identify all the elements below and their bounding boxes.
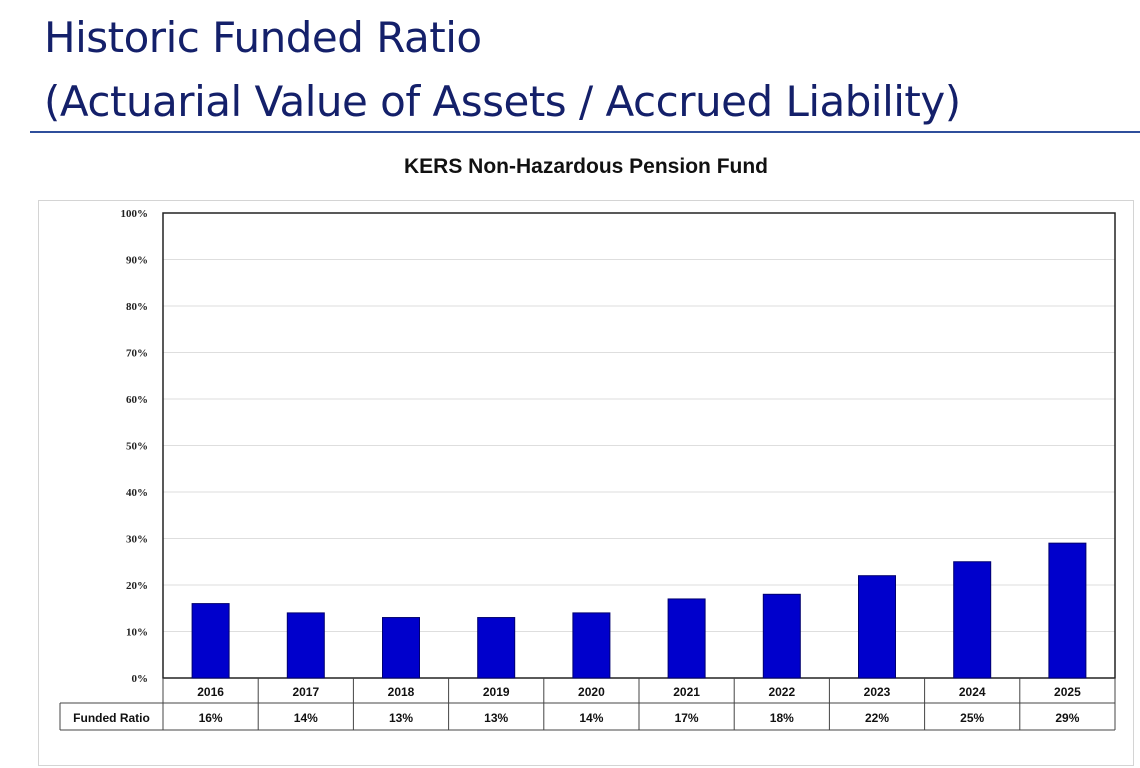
- data-label: 16%: [199, 711, 223, 725]
- data-label: 14%: [579, 711, 603, 725]
- x-tick-label: 2018: [388, 685, 415, 699]
- bar-2022: [762, 593, 801, 679]
- y-tick-label: 60%: [126, 394, 148, 406]
- y-tick-label: 70%: [126, 348, 148, 360]
- bar-2025: [1048, 542, 1087, 679]
- bar-2016: [191, 603, 230, 679]
- x-tick-label: 2016: [197, 685, 224, 699]
- data-label: 18%: [770, 711, 794, 725]
- x-tick-label: 2019: [483, 685, 510, 699]
- data-label: 13%: [389, 711, 413, 725]
- x-tick-label: 2024: [959, 685, 986, 699]
- bar-2019: [477, 617, 516, 679]
- data-label: 29%: [1055, 711, 1079, 725]
- bar-2018: [382, 617, 420, 679]
- data-label: 17%: [675, 711, 699, 725]
- y-tick-label: 10%: [126, 627, 148, 639]
- y-tick-label: 0%: [132, 673, 149, 685]
- y-tick-label: 90%: [126, 255, 148, 267]
- chart-title: KERS Non-Hazardous Pension Fund: [403, 155, 768, 178]
- data-label: 25%: [960, 711, 984, 725]
- data-label: 14%: [294, 711, 318, 725]
- data-label: 22%: [865, 711, 889, 725]
- x-tick-label: 2022: [768, 685, 795, 699]
- bar-2017: [286, 612, 325, 679]
- y-tick-label: 20%: [126, 580, 148, 592]
- bar-2020: [572, 612, 611, 679]
- x-tick-label: 2017: [292, 685, 319, 699]
- y-tick-label: 80%: [126, 301, 148, 313]
- data-label: 13%: [484, 711, 508, 725]
- page-title: Historic Funded Ratio: [44, 13, 482, 62]
- y-tick-label: 40%: [126, 487, 148, 499]
- bar-2021: [667, 598, 706, 679]
- bar-2024: [953, 561, 992, 679]
- x-tick-label: 2021: [673, 685, 700, 699]
- legend-key-label: Funded Ratio: [73, 711, 150, 725]
- y-tick-label: 50%: [126, 441, 148, 453]
- chart-frame: [38, 200, 1134, 766]
- page-subtitle: (Actuarial Value of Assets / Accrued Lia…: [44, 77, 961, 126]
- x-tick-label: 2020: [578, 685, 605, 699]
- title-divider: [30, 131, 1140, 133]
- x-tick-label: 2023: [864, 685, 891, 699]
- bar-2023: [858, 575, 896, 679]
- y-tick-label: 100%: [121, 208, 149, 220]
- x-tick-label: 2025: [1054, 685, 1081, 699]
- y-tick-label: 30%: [126, 534, 148, 546]
